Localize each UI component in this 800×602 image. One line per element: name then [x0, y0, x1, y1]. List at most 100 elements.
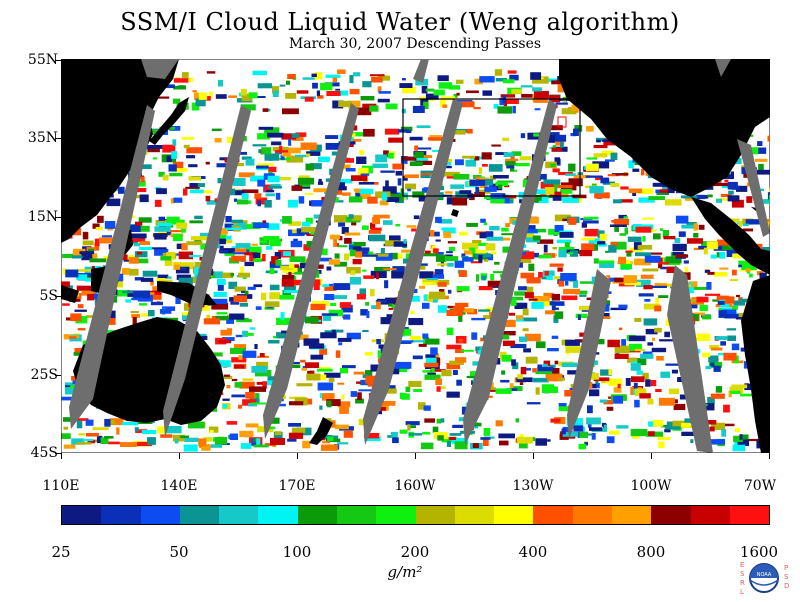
cloud-patch	[239, 302, 248, 307]
cloud-patch	[116, 427, 120, 435]
y-tick	[55, 138, 61, 139]
cloud-patch	[280, 265, 294, 271]
cloud-patch	[134, 277, 144, 281]
cloud-patch	[483, 258, 489, 262]
cloud-patch	[503, 98, 519, 104]
cloud-patch	[311, 73, 317, 77]
cloud-patch	[632, 168, 640, 172]
cloud-patch	[535, 438, 547, 446]
cloud-patch	[74, 309, 87, 312]
cloud-patch	[295, 154, 309, 158]
cloud-patch	[351, 215, 362, 221]
cloud-patch	[136, 441, 152, 447]
cloud-patch	[657, 262, 669, 265]
cloud-patch	[493, 104, 499, 109]
cloud-patch	[351, 175, 368, 181]
cloud-patch	[424, 250, 431, 254]
cloud-patch	[224, 239, 233, 244]
cloud-patch	[233, 178, 246, 186]
cloud-patch	[665, 363, 681, 366]
cloud-patch	[533, 98, 548, 103]
cloud-patch	[430, 347, 438, 355]
cloud-patch	[544, 271, 549, 276]
cloud-patch	[522, 367, 531, 371]
cloud-patch	[205, 195, 211, 202]
x-tick	[415, 453, 416, 459]
cloud-patch	[238, 404, 242, 409]
cloud-patch	[557, 185, 573, 189]
cloud-patch	[238, 172, 255, 178]
cloud-patch	[693, 312, 705, 316]
cloud-patch	[186, 155, 196, 159]
x-tick	[769, 453, 770, 459]
cloud-patch	[672, 243, 687, 251]
cloud-patch	[400, 188, 404, 194]
cloud-patch	[562, 197, 579, 203]
cloud-patch	[440, 100, 446, 107]
cloud-patch	[533, 378, 548, 382]
cloud-patch	[462, 242, 479, 250]
cloud-patch	[520, 366, 527, 375]
cloud-patch	[276, 317, 292, 325]
cloud-patch	[133, 243, 140, 247]
cloud-patch	[61, 281, 70, 287]
cloud-patch	[338, 245, 348, 248]
cloud-patch	[339, 367, 348, 374]
cloud-patch	[234, 151, 247, 155]
cloud-patch	[110, 418, 124, 426]
cloud-patch	[226, 421, 238, 425]
cloud-patch	[484, 195, 492, 200]
cloud-patch	[252, 70, 267, 76]
x-tick	[297, 453, 298, 459]
cloud-patch	[617, 383, 621, 389]
cloud-patch	[137, 294, 153, 302]
cloud-patch	[493, 175, 509, 179]
cloud-patch	[744, 383, 757, 391]
cloud-patch	[463, 308, 475, 313]
cloud-patch	[716, 295, 729, 301]
cloud-patch	[174, 267, 186, 270]
cloud-patch	[73, 248, 86, 256]
cloud-patch	[191, 102, 200, 111]
cloud-patch	[724, 313, 740, 319]
cloud-patch	[184, 437, 199, 442]
cloud-patch	[222, 404, 228, 409]
cloud-patch	[739, 434, 743, 440]
cloud-patch	[372, 216, 380, 225]
cloud-patch	[615, 173, 628, 176]
cloud-patch	[671, 369, 678, 374]
cloud-patch	[244, 252, 258, 256]
cloud-patch	[387, 435, 392, 438]
cloud-patch	[331, 329, 344, 333]
cloud-patch	[568, 178, 583, 187]
cloud-patch	[133, 290, 150, 299]
cloud-patch	[150, 247, 167, 250]
cloud-patch	[589, 389, 600, 397]
cloud-patch	[537, 366, 554, 372]
cloud-patch	[553, 315, 559, 323]
cloud-patch	[614, 353, 629, 359]
cloud-patch	[490, 198, 505, 204]
asia-landmass	[61, 59, 179, 243]
cloud-patch	[502, 137, 510, 142]
cloud-patch	[541, 276, 549, 280]
cloud-patch	[642, 236, 646, 242]
cloud-patch	[162, 144, 176, 153]
cloud-patch	[305, 163, 314, 171]
cloud-patch	[223, 376, 233, 380]
cloud-patch	[440, 185, 444, 191]
cloud-patch	[560, 141, 564, 148]
cloud-patch	[630, 363, 641, 371]
cloud-patch	[477, 242, 489, 246]
cloud-patch	[579, 250, 593, 257]
cloud-patch	[759, 199, 770, 204]
cloud-patch	[652, 337, 656, 341]
cloud-patch	[181, 136, 195, 140]
cloud-patch	[526, 235, 539, 243]
cloud-patch	[682, 298, 700, 302]
colorbar-label: 400	[518, 543, 548, 561]
cloud-patch	[87, 439, 96, 444]
cloud-patch	[363, 128, 375, 137]
orbit-gap	[463, 99, 557, 445]
cloud-patch	[150, 280, 154, 286]
